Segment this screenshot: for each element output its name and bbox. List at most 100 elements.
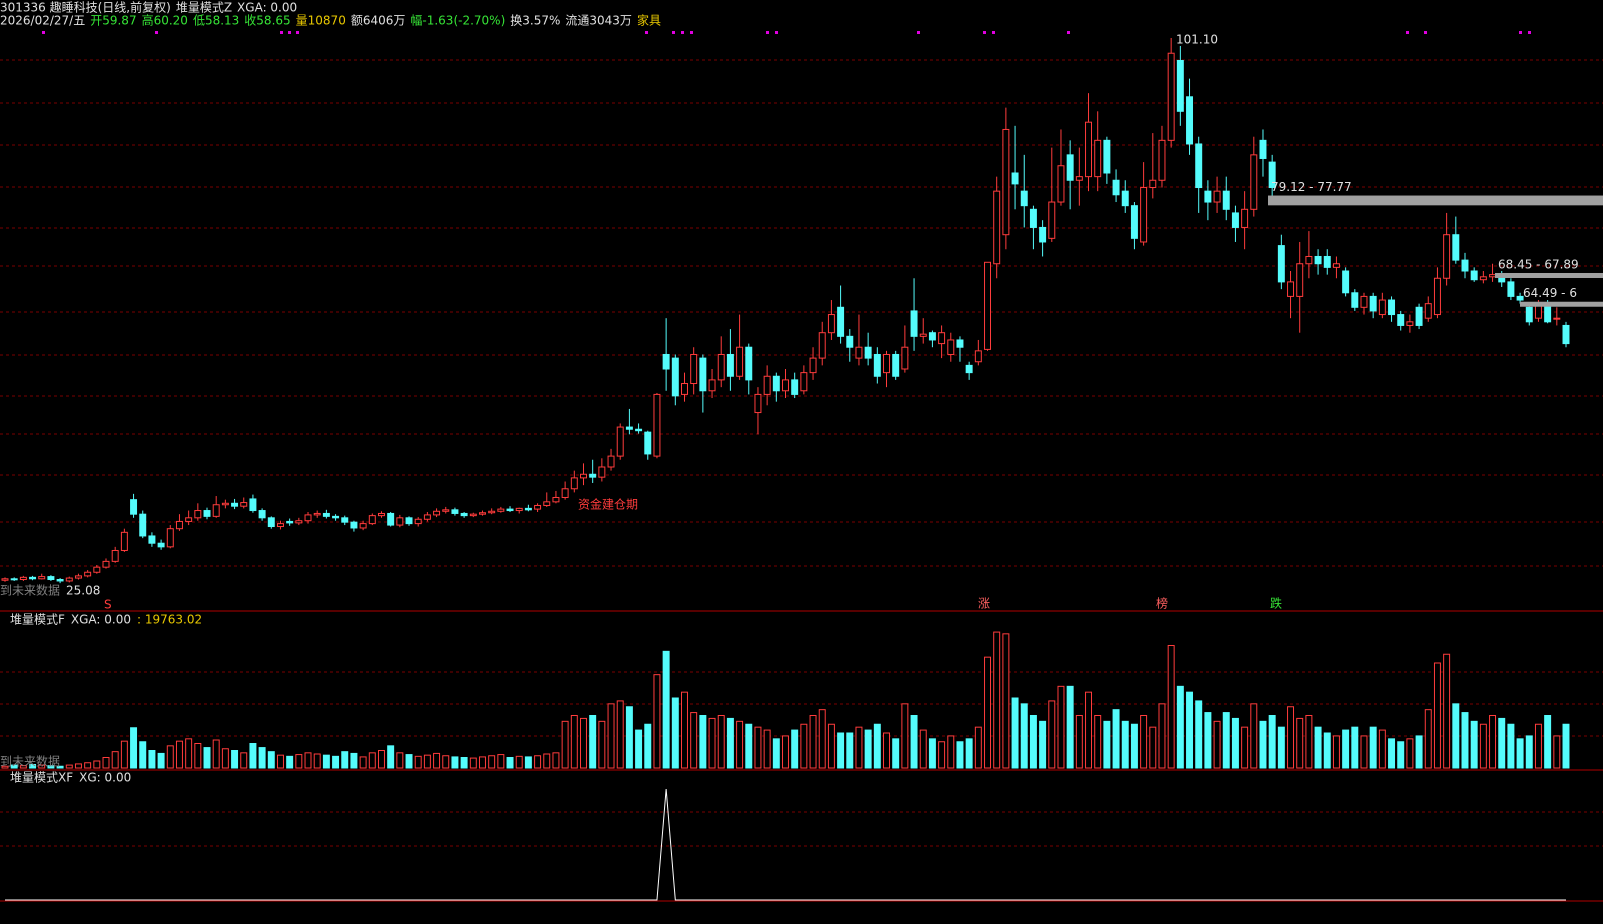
volume-bar bbox=[1186, 691, 1194, 769]
candle-body bbox=[56, 579, 64, 582]
dot bbox=[681, 31, 684, 34]
volume-bar bbox=[1332, 735, 1340, 769]
volume-bar bbox=[818, 709, 826, 769]
volume-bar bbox=[1470, 720, 1478, 769]
dot bbox=[42, 31, 45, 34]
candle-body bbox=[231, 502, 239, 507]
volume-bar bbox=[892, 738, 900, 769]
candle-body bbox=[947, 339, 955, 355]
candle-body bbox=[1222, 190, 1230, 210]
candle-body bbox=[433, 510, 441, 516]
candle-body bbox=[598, 466, 606, 478]
panel-header: 堆量模式XF bbox=[10, 771, 73, 785]
candle-body bbox=[258, 510, 266, 519]
volume-bar bbox=[1094, 715, 1102, 769]
candle-body bbox=[194, 510, 202, 519]
candle-body bbox=[1020, 190, 1028, 207]
candle-body bbox=[580, 473, 587, 479]
volume-bar bbox=[754, 726, 762, 769]
candle-body bbox=[1507, 281, 1515, 297]
candle-body bbox=[837, 306, 845, 337]
volume-bar bbox=[1516, 738, 1524, 769]
volume-bar bbox=[488, 755, 496, 769]
header-item: 量10870 bbox=[296, 14, 346, 28]
volume-bar bbox=[717, 715, 725, 769]
candle-body bbox=[166, 528, 174, 548]
candle-body bbox=[1433, 277, 1441, 316]
volume-bar bbox=[1075, 715, 1083, 769]
volume-bar bbox=[598, 720, 606, 769]
candle-body bbox=[1443, 234, 1451, 279]
volume-bar bbox=[928, 738, 936, 769]
volume-bar bbox=[10, 764, 18, 769]
candle-body bbox=[726, 353, 734, 377]
candle-body bbox=[313, 512, 321, 516]
candle-body bbox=[745, 346, 753, 381]
volume-bar bbox=[653, 674, 661, 769]
volume-bar bbox=[267, 751, 275, 769]
volume-bar bbox=[782, 735, 789, 769]
candle-body bbox=[93, 566, 101, 573]
candle-body bbox=[1470, 270, 1478, 281]
candle-body bbox=[534, 504, 542, 510]
candle-body bbox=[690, 353, 698, 385]
panel-header: : 19763.02 bbox=[137, 613, 202, 627]
volume-bar bbox=[231, 750, 239, 769]
volume-bar bbox=[166, 745, 174, 769]
header-item: XGA: 0.00 bbox=[237, 1, 297, 15]
volume-bar bbox=[1388, 738, 1396, 769]
candle-body bbox=[938, 332, 946, 345]
candle-body bbox=[84, 571, 92, 577]
candle-body bbox=[1075, 176, 1083, 181]
volume-bar bbox=[93, 760, 101, 769]
candle-body bbox=[267, 517, 275, 528]
candle-body bbox=[919, 333, 927, 337]
header-item: 低58.13 bbox=[193, 14, 239, 28]
candle-body bbox=[708, 379, 716, 392]
volume-bar bbox=[644, 723, 652, 769]
candle-body bbox=[1140, 187, 1148, 243]
volume-bar bbox=[1103, 720, 1111, 769]
volume-bar bbox=[29, 764, 37, 769]
volume-bar bbox=[56, 765, 64, 769]
annotation: 25.08 bbox=[66, 584, 100, 598]
volume-bar bbox=[956, 741, 964, 769]
volume-bar bbox=[1562, 723, 1570, 769]
grid bbox=[0, 59, 1603, 902]
candle-body bbox=[1186, 96, 1194, 145]
volume-bar bbox=[708, 717, 716, 769]
candle-body bbox=[469, 513, 477, 517]
candle-body bbox=[681, 383, 688, 395]
candle-body bbox=[635, 428, 643, 432]
volume-bar bbox=[1507, 723, 1515, 769]
price-zone bbox=[1495, 272, 1603, 278]
volume-bar bbox=[534, 755, 542, 769]
candle-body bbox=[120, 531, 128, 551]
candle-body bbox=[1176, 59, 1184, 112]
candle-body bbox=[414, 518, 422, 525]
volume-bar bbox=[1534, 723, 1542, 769]
candle-body bbox=[736, 346, 744, 377]
candle-body bbox=[304, 514, 312, 522]
candle-body bbox=[883, 353, 890, 374]
candle-body bbox=[488, 510, 496, 514]
candle-body bbox=[442, 509, 450, 512]
volume-bar bbox=[359, 756, 367, 769]
signal-line bbox=[5, 789, 1566, 901]
volume-bar bbox=[1048, 700, 1056, 769]
candle-body bbox=[1231, 212, 1239, 228]
header-item: 额6406万 bbox=[351, 14, 406, 28]
candle-body bbox=[1332, 263, 1340, 268]
candle-body bbox=[993, 190, 1001, 265]
candle-body bbox=[1351, 292, 1359, 308]
volume-bar bbox=[745, 723, 753, 769]
price-zone bbox=[1268, 195, 1603, 206]
candle-body bbox=[332, 515, 340, 519]
volume-bar bbox=[185, 738, 193, 769]
header-item: 2026/02/27/五 bbox=[0, 14, 85, 28]
panel-header: XGA: 0.00 bbox=[71, 613, 131, 627]
volume-bar bbox=[947, 735, 955, 769]
candle-body bbox=[350, 521, 358, 529]
volume-bar bbox=[561, 720, 569, 769]
